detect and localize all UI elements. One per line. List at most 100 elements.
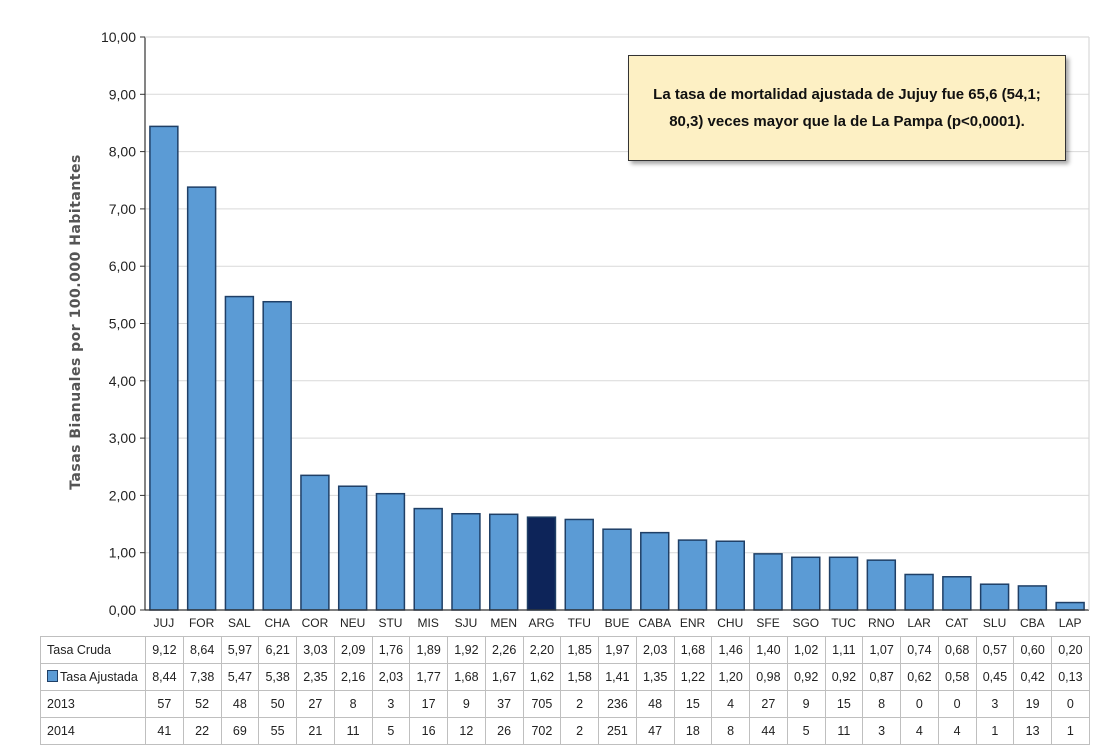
table-cell: 27: [296, 690, 335, 718]
table-cell: 4: [711, 690, 750, 718]
bar-tuc: [828, 556, 859, 611]
x-tick-label-arg: ARG: [528, 616, 554, 630]
bar-men: [488, 513, 519, 611]
bar-mis: [413, 507, 443, 611]
table-cell: 1,67: [484, 663, 524, 691]
bar-tfu: [564, 518, 594, 611]
bar-rno: [866, 559, 897, 611]
table-cell: 57: [145, 690, 184, 718]
x-tick-label-tfu: TFU: [568, 616, 591, 630]
x-tick-label-cba: CBA: [1020, 616, 1045, 630]
table-cell: 50: [258, 690, 297, 718]
table-row-label: 2014: [40, 717, 146, 745]
table-cell: 702: [522, 717, 562, 745]
table-cell: 48: [220, 690, 260, 718]
y-tick-label: 5,00: [109, 316, 136, 332]
x-tick-label-sfe: SFE: [756, 616, 779, 630]
bar-neu: [337, 485, 368, 611]
table-row: Tasa Cruda 9,12 8,64 5,97 6,21 3,03 2,09 1,76 1,…: [40, 636, 1090, 664]
bar-stu: [375, 492, 406, 611]
x-tick-label-slu: SLU: [983, 616, 1006, 630]
bar-chu: [715, 540, 746, 611]
data-table: Tasa Cruda 9,12 8,64 5,97 6,21 3,03 2,09 1,76 1,…: [40, 636, 1090, 745]
table-cell: 6,21: [258, 636, 297, 664]
x-tick-label-caba: CABA: [638, 616, 671, 630]
bar-arg: [526, 516, 557, 611]
table-cell: 1,35: [635, 663, 675, 691]
table-cell: 3: [862, 717, 901, 745]
x-tick-label-neu: NEU: [340, 616, 365, 630]
table-cell: 12: [447, 717, 486, 745]
table-cell: 0,62: [900, 663, 939, 691]
table-cell: 22: [182, 717, 222, 745]
bar-for: [186, 186, 217, 611]
table-cell: 2: [560, 717, 599, 745]
table-cell: 0,98: [749, 663, 788, 691]
bar-bue: [602, 528, 632, 611]
bar-sfe: [753, 553, 783, 611]
bar-sgo: [791, 556, 821, 611]
y-tick-label: 3,00: [109, 430, 136, 446]
row-label-text: Tasa Cruda: [47, 643, 111, 657]
row-label-text: 2013: [47, 697, 75, 711]
table-cell: 251: [598, 717, 637, 745]
table-cell: 8: [333, 690, 373, 718]
table-cell: 2: [560, 690, 599, 718]
legend-swatch: [47, 670, 58, 682]
table-cell: 0,60: [1013, 636, 1052, 664]
bar-lar: [904, 573, 934, 611]
bar-sju: [451, 512, 481, 611]
table-cell: 2,09: [333, 636, 373, 664]
table-cell: 5: [371, 717, 411, 745]
x-tick-label-juj: JUJ: [154, 616, 175, 630]
y-tick-label: 7,00: [109, 201, 136, 217]
x-tick-label-cor: COR: [302, 616, 329, 630]
table-cell: 21: [296, 717, 335, 745]
bar-enr: [677, 539, 708, 611]
x-tick-label-tuc: TUC: [831, 616, 856, 630]
table-cell: 1: [975, 717, 1015, 745]
table-cell: 0,87: [862, 663, 901, 691]
bar-cat: [942, 576, 972, 611]
y-tick-label: 1,00: [109, 545, 136, 561]
table-cell: 3: [975, 690, 1015, 718]
table-cell: 705: [522, 690, 562, 718]
table-row: Tasa Ajustada 8,44 7,38 5,47 5,38 2,35 2,16 2,0…: [40, 663, 1090, 691]
table-cell: 1,77: [409, 663, 448, 691]
table-cell: 1,68: [447, 663, 486, 691]
table-cell: 3: [371, 690, 411, 718]
table-cell: 1,97: [598, 636, 637, 664]
bar-caba: [640, 531, 670, 611]
x-tick-label-enr: ENR: [680, 616, 706, 630]
x-tick-label-lap: LAP: [1059, 616, 1082, 630]
table-cell: 5,97: [220, 636, 260, 664]
bar-slu: [979, 583, 1010, 611]
row-label-text: 2014: [47, 724, 75, 738]
x-tick-label-sju: SJU: [455, 616, 478, 630]
bar-cba: [1017, 585, 1048, 611]
x-tick-label-men: MEN: [490, 616, 517, 630]
table-cell: 19: [1013, 690, 1052, 718]
x-tick-label-bue: BUE: [605, 616, 630, 630]
y-tick-label: 8,00: [109, 144, 136, 160]
table-cell: 5,38: [258, 663, 297, 691]
x-tick-label-for: FOR: [189, 616, 215, 630]
table-cell: 0,92: [786, 663, 826, 691]
table-cell: 11: [333, 717, 373, 745]
table-cell: 1,76: [371, 636, 411, 664]
table-cell: 1,11: [824, 636, 864, 664]
row-label-text: Tasa Ajustada: [60, 670, 138, 684]
table-cell: 3,03: [296, 636, 335, 664]
table-cell: 1,41: [598, 663, 637, 691]
table-cell: 0,42: [1013, 663, 1052, 691]
table-cell: 26: [484, 717, 524, 745]
table-cell: 1,85: [560, 636, 599, 664]
table-cell: 52: [182, 690, 222, 718]
x-tick-label-lar: LAR: [907, 616, 931, 630]
table-cell: 1,20: [711, 663, 750, 691]
table-cell: 55: [258, 717, 297, 745]
table-cell: 5,47: [220, 663, 260, 691]
table-cell: 0,74: [900, 636, 939, 664]
x-tick-labels: JUJ FOR SAL CHA COR NEU STU MIS SJU MEN ARG TFU BUE C…: [154, 616, 1082, 630]
table-cell: 8: [711, 717, 750, 745]
